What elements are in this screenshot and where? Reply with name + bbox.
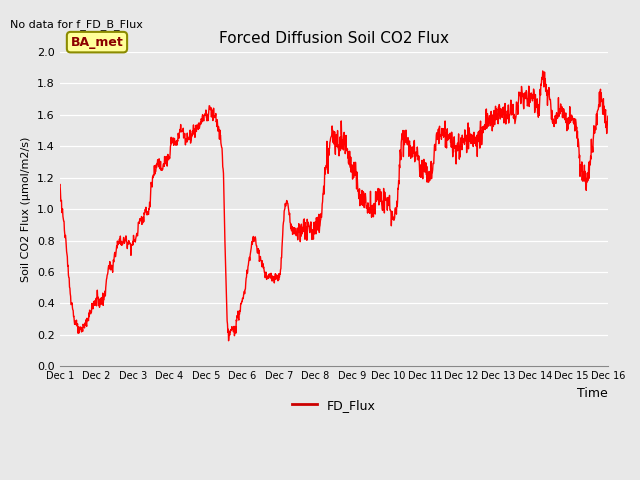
Y-axis label: Soil CO2 Flux (μmol/m2/s): Soil CO2 Flux (μmol/m2/s) [22, 136, 31, 282]
Text: No data for f_FD_B_Flux: No data for f_FD_B_Flux [10, 19, 143, 30]
Legend: FD_Flux: FD_Flux [287, 394, 381, 417]
Title: Forced Diffusion Soil CO2 Flux: Forced Diffusion Soil CO2 Flux [219, 32, 449, 47]
Text: BA_met: BA_met [70, 36, 124, 48]
X-axis label: Time: Time [577, 387, 608, 400]
